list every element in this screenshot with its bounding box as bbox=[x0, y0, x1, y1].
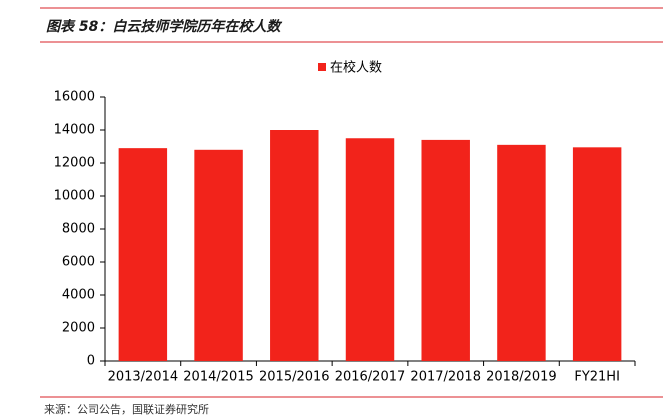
x-tick-label: 2017/2018 bbox=[410, 370, 481, 385]
legend-swatch bbox=[318, 63, 326, 71]
y-tick-label: 12000 bbox=[54, 156, 95, 171]
y-tick-label: 10000 bbox=[54, 189, 95, 204]
x-tick-label: 2015/2016 bbox=[259, 370, 330, 385]
y-tick-label: 6000 bbox=[62, 255, 95, 270]
bar bbox=[572, 147, 622, 361]
y-tick-label: 8000 bbox=[62, 222, 95, 237]
y-tick-label: 14000 bbox=[54, 123, 95, 138]
x-tick-label: 2016/2017 bbox=[335, 370, 406, 385]
bar bbox=[194, 149, 243, 361]
x-tick-label: 2013/2014 bbox=[108, 370, 179, 385]
y-tick-label: 16000 bbox=[54, 90, 95, 105]
bar bbox=[421, 139, 470, 361]
chart-title: 图表 58：白云技师学院历年在校人数 bbox=[46, 18, 282, 35]
source-note: 来源：公司公告，国联证券研究所 bbox=[44, 402, 209, 416]
bar bbox=[345, 138, 395, 361]
x-tick-label: 2018/2019 bbox=[486, 370, 557, 385]
legend-label: 在校人数 bbox=[330, 60, 382, 76]
y-tick-label: 2000 bbox=[62, 321, 95, 336]
bar bbox=[270, 130, 319, 361]
bar bbox=[497, 144, 546, 361]
y-tick-label: 0 bbox=[87, 354, 95, 369]
bar bbox=[118, 148, 168, 361]
x-tick-label: 2014/2015 bbox=[183, 370, 254, 385]
y-tick-label: 4000 bbox=[62, 288, 95, 303]
x-tick-label: FY21HI bbox=[574, 370, 620, 385]
